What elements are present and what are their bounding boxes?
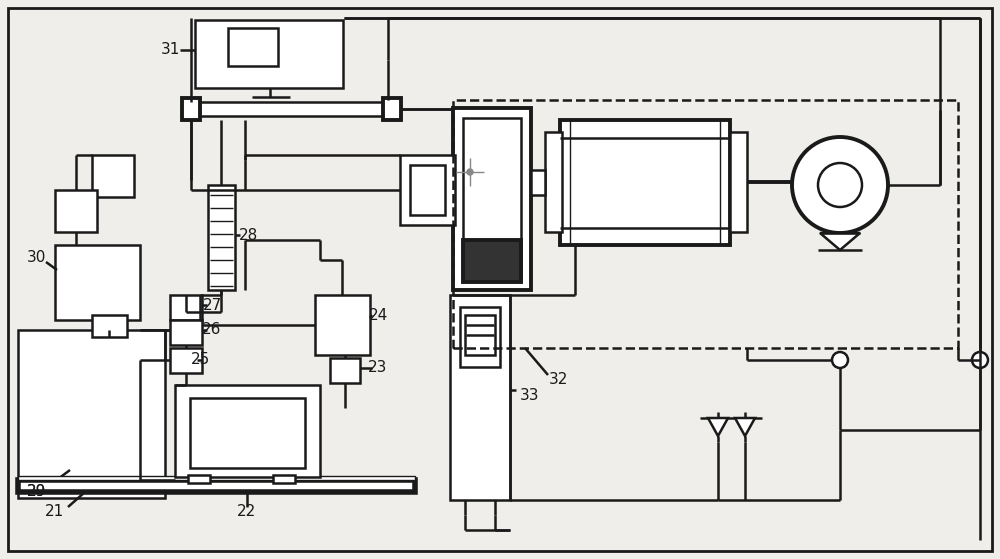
- Text: 21: 21: [45, 505, 65, 519]
- Text: 25: 25: [190, 353, 210, 367]
- Bar: [92, 315, 127, 337]
- Bar: [453, 108, 531, 290]
- Text: 33: 33: [520, 387, 540, 402]
- Text: 26: 26: [202, 323, 222, 338]
- Text: 23: 23: [368, 361, 388, 376]
- Text: 29: 29: [27, 485, 47, 500]
- Bar: [560, 120, 730, 245]
- Bar: [170, 295, 202, 320]
- Polygon shape: [735, 418, 755, 436]
- Bar: [315, 295, 370, 355]
- Circle shape: [818, 163, 862, 207]
- Bar: [175, 385, 320, 477]
- Bar: [195, 20, 343, 88]
- Bar: [195, 102, 388, 116]
- Bar: [188, 475, 210, 483]
- Text: 24: 24: [368, 307, 388, 323]
- Bar: [190, 398, 305, 468]
- Bar: [228, 28, 278, 66]
- Bar: [330, 358, 360, 383]
- Circle shape: [972, 352, 988, 368]
- Bar: [18, 476, 415, 480]
- Bar: [463, 118, 521, 280]
- Bar: [92, 155, 134, 197]
- Bar: [460, 307, 500, 367]
- Text: 27: 27: [202, 297, 222, 312]
- Text: 29: 29: [27, 485, 47, 500]
- Bar: [545, 132, 562, 232]
- Bar: [18, 330, 165, 498]
- Bar: [170, 320, 202, 345]
- Circle shape: [467, 169, 473, 175]
- Bar: [18, 480, 415, 492]
- Bar: [531, 170, 545, 195]
- Bar: [170, 348, 202, 373]
- Bar: [730, 132, 747, 232]
- Bar: [273, 475, 295, 483]
- Bar: [55, 190, 97, 232]
- Circle shape: [832, 352, 848, 368]
- Polygon shape: [708, 418, 728, 436]
- Text: 32: 32: [548, 372, 568, 387]
- Bar: [55, 245, 140, 320]
- Text: 30: 30: [27, 250, 47, 266]
- Text: 31: 31: [160, 42, 180, 58]
- Bar: [463, 240, 521, 282]
- Circle shape: [792, 137, 888, 233]
- Bar: [453, 100, 958, 348]
- Bar: [410, 165, 445, 215]
- Bar: [383, 98, 401, 120]
- Bar: [400, 155, 455, 225]
- Text: 28: 28: [238, 228, 258, 243]
- Bar: [208, 185, 235, 290]
- Bar: [450, 295, 510, 500]
- Polygon shape: [820, 233, 860, 250]
- Bar: [465, 315, 495, 355]
- Text: 22: 22: [237, 505, 257, 519]
- Bar: [182, 98, 200, 120]
